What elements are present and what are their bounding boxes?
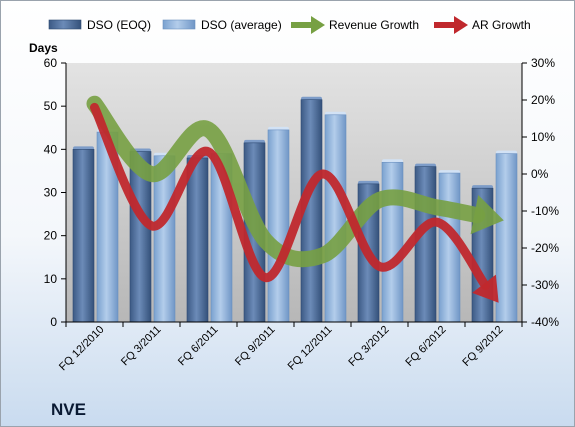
legend-label-ar-growth: AR Growth (472, 18, 531, 32)
legend-swatch-dso-average (162, 19, 196, 30)
bar-dso-average-5 (381, 161, 404, 323)
x-tick-label: FQ 6/2011 (176, 324, 221, 369)
right-tick-label: 10% (531, 130, 555, 144)
bar-dso-average-4 (324, 114, 347, 323)
left-tick-label: 10 (44, 272, 58, 286)
left-tick-label: 60 (44, 56, 58, 70)
legend-arrow-ar-growth (454, 16, 468, 34)
x-tick-label: FQ 3/2011 (119, 324, 164, 369)
legend-swatch-dso-eoq (48, 19, 82, 30)
legend-label-revenue-growth: Revenue Growth (329, 18, 419, 32)
x-tick-label: FQ 9/2011 (233, 324, 278, 369)
bar-dso-average-3 (267, 129, 290, 323)
y-axis-title: Days (29, 41, 58, 55)
right-tick-label: -10% (531, 204, 559, 218)
x-tick-label: FQ 3/2012 (346, 324, 391, 369)
left-tick-label: 40 (44, 142, 58, 156)
legend-arrow-revenue-growth (311, 16, 325, 34)
bar-dso-average-7 (495, 153, 518, 323)
left-tick-label: 20 (44, 229, 58, 243)
company-label: NVE (51, 400, 86, 419)
right-tick-label: 30% (531, 56, 555, 70)
legend-label-dso-eoq: DSO (EOQ) (87, 18, 151, 32)
right-tick-label: -40% (531, 315, 559, 329)
left-tick-label: 0 (50, 315, 57, 329)
legend-label-dso-average: DSO (average) (201, 18, 282, 32)
right-tick-label: 20% (531, 93, 555, 107)
x-tick-label: FQ 9/2012 (460, 324, 505, 369)
bar-dso-eoq-6 (414, 166, 437, 323)
right-tick-label: 0% (531, 167, 549, 181)
legend: DSO (EOQ) DSO (average) Revenue Growth AR G… (48, 16, 531, 34)
revenue-growth-arrowhead (470, 195, 504, 235)
bar-dso-eoq-2 (186, 157, 209, 323)
x-tick-label: FQ 6/2012 (403, 324, 448, 369)
ar-growth-line (90, 102, 490, 291)
bar-dso-eoq-0 (72, 149, 95, 323)
left-tick-label: 50 (44, 99, 58, 113)
left-tick-label: 30 (44, 186, 58, 200)
revenue-growth-line (86, 95, 486, 268)
right-tick-label: -20% (531, 241, 559, 255)
x-tick-label: FQ 12/2011 (286, 324, 335, 373)
ar-growth-arrowhead (472, 274, 499, 303)
growth-lines (86, 95, 504, 303)
right-tick-label: -30% (531, 278, 559, 292)
x-tick-label: FQ 12/2010 (57, 324, 107, 374)
